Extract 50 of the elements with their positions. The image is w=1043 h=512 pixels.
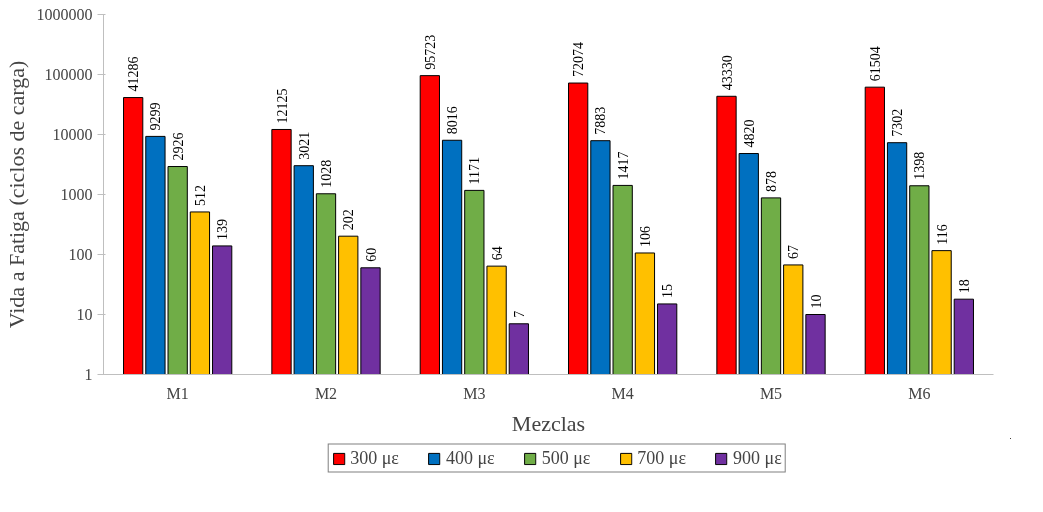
data-label: 202: [341, 209, 357, 231]
legend-label: 400 με: [445, 447, 495, 469]
data-label: 64: [489, 246, 505, 261]
data-label: 43330: [719, 55, 735, 91]
data-label: 2926: [170, 132, 186, 161]
data-label: 10: [808, 294, 824, 309]
data-label: 139: [215, 218, 231, 240]
data-label: 41286: [126, 56, 142, 92]
data-label: 116: [934, 224, 950, 245]
data-label: 67: [786, 244, 802, 259]
data-label: 7883: [593, 106, 609, 135]
x-tick-label: M6: [908, 384, 931, 402]
x-tick-label: M1: [166, 384, 189, 402]
data-label: 7: [511, 310, 527, 318]
y-tick-label: 100000: [44, 66, 93, 83]
y-tick-label: 1000000: [36, 6, 93, 23]
data-label: 15: [660, 283, 676, 298]
data-label: 106: [637, 225, 653, 247]
y-tick-label: 10000: [52, 126, 93, 143]
data-label: 1028: [319, 159, 334, 188]
legend-label: 700 με: [637, 447, 687, 469]
data-label: 95723: [422, 34, 438, 70]
legend-label: 500 με: [541, 447, 591, 469]
data-label: 1398: [912, 151, 928, 180]
data-label: 1171: [467, 156, 483, 185]
data-label: 61504: [867, 46, 883, 82]
data-label: 4820: [741, 119, 757, 148]
x-tick-label: M2: [314, 384, 338, 402]
legend-label: 300 με: [350, 447, 399, 469]
data-label: 512: [192, 184, 208, 206]
x-axis-title: Mezclas: [511, 410, 586, 436]
x-tick-label: M5: [759, 384, 783, 402]
data-label: 18: [956, 279, 972, 294]
data-label: 8016: [445, 106, 461, 135]
y-axis-title: Vida a Fatiga (ciclos de carga): [3, 60, 29, 329]
x-tick-label: M4: [611, 384, 634, 402]
y-tick-label: 1: [84, 366, 93, 383]
data-label: 3021: [296, 131, 312, 160]
data-label: 9299: [148, 102, 164, 131]
y-tick-label: 1000: [60, 186, 93, 203]
x-tick-label: M3: [463, 384, 486, 402]
y-tick-label: 10: [76, 306, 93, 323]
legend-label: 900 με: [733, 447, 782, 469]
data-label: 878: [764, 170, 779, 192]
data-label: 72074: [571, 42, 587, 78]
y-tick-label: 100: [68, 246, 93, 263]
data-label: 12125: [274, 88, 290, 124]
data-label: 7302: [890, 108, 906, 137]
data-label: 60: [363, 247, 379, 262]
data-label: 1417: [615, 151, 631, 180]
